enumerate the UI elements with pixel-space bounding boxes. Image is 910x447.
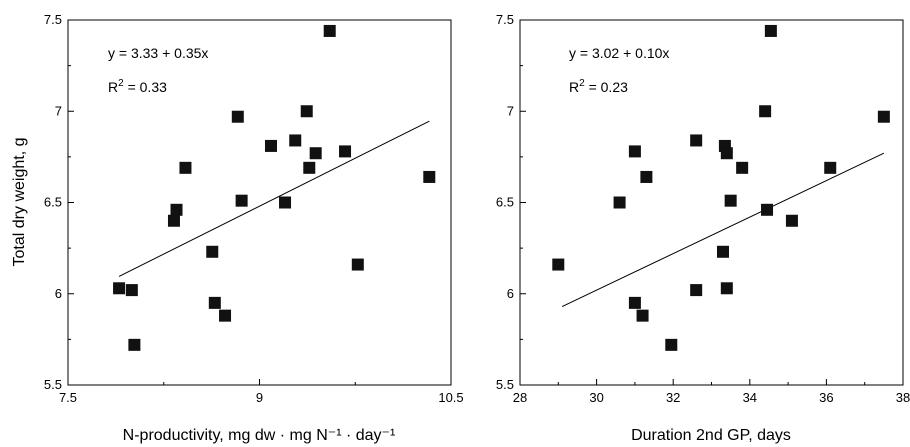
data-point-right-13	[724, 194, 737, 207]
r2-sup-right: 2	[579, 78, 585, 89]
data-point-left-4	[170, 203, 183, 216]
plot-frame-left	[67, 19, 452, 386]
fit-line-right	[561, 152, 885, 307]
equation-left: y = 3.33 + 0.35x	[108, 45, 208, 61]
data-point-left-5	[179, 161, 192, 174]
chart-right: 5.5 6 6.5 7 7.5 28 30 32 34 36 38 y = 3.02 + 0.10x…	[496, 12, 910, 444]
data-point-left-3	[167, 214, 180, 227]
r2-right: R2 = 0.23	[569, 78, 628, 95]
data-point-left-19	[351, 258, 364, 271]
data-point-left-16	[309, 147, 322, 160]
data-point-left-6	[206, 245, 219, 258]
y-tick-label-left-0: 5.5	[44, 377, 62, 392]
data-point-right-15	[759, 105, 772, 118]
data-point-left-8	[219, 309, 232, 322]
marks-left: 5.5 6 6.5 7 7.5 7.5 9 10.5	[44, 12, 464, 405]
data-point-right-20	[877, 110, 890, 123]
fit-line-left	[118, 120, 430, 277]
data-point-left-14	[300, 105, 313, 118]
r2-value-right: = 0.23	[585, 79, 628, 95]
data-point-left-15	[303, 161, 316, 174]
data-point-right-18	[785, 214, 798, 227]
data-point-left-10	[235, 194, 248, 207]
data-point-left-13	[289, 134, 302, 147]
y-tick-label-right-4: 7.5	[496, 12, 514, 27]
x-tick-label-right-3: 34	[743, 390, 757, 405]
data-point-left-0	[113, 282, 126, 295]
x-axis-label-right: Duration 2nd GP, days	[631, 427, 791, 444]
data-point-left-17	[323, 24, 336, 37]
data-point-right-1	[613, 196, 626, 209]
data-point-right-14	[736, 161, 749, 174]
chart-left: 5.5 6 6.5 7 7.5 7.5 9 10.5 y = 3.33 + 0.35x R2 …	[11, 12, 464, 444]
data-point-right-5	[640, 170, 653, 183]
y-tick-label-left-3: 7	[55, 103, 62, 118]
data-point-right-4	[636, 309, 649, 322]
r2-prefix-right: R	[569, 79, 579, 95]
data-point-left-2	[128, 338, 141, 351]
data-point-right-12	[720, 282, 733, 295]
data-point-right-9	[716, 245, 729, 258]
data-point-left-1	[125, 284, 138, 297]
x-tick-label-left-1: 9	[256, 390, 263, 405]
r2-left: R2 = 0.33	[108, 78, 167, 95]
y-tick-label-left-1: 6	[55, 286, 62, 301]
x-tick-label-left-0: 7.5	[59, 390, 77, 405]
x-axis-label-left: N-productivity, mg dw · mg N⁻¹ · day⁻¹	[123, 427, 396, 444]
data-point-left-18	[339, 145, 352, 158]
data-point-left-12	[279, 196, 292, 209]
data-point-right-2	[628, 296, 641, 309]
data-point-right-17	[764, 24, 777, 37]
x-tick-label-right-0: 28	[513, 390, 527, 405]
y-tick-label-left-2: 6.5	[44, 195, 62, 210]
x-tick-label-right-2: 32	[666, 390, 680, 405]
equation-right: y = 3.02 + 0.10x	[569, 45, 669, 61]
data-point-right-8	[690, 284, 703, 297]
data-point-right-11	[720, 147, 733, 160]
y-tick-label-right-2: 6.5	[496, 195, 514, 210]
data-point-right-6	[665, 338, 678, 351]
data-point-right-0	[552, 258, 565, 271]
data-point-right-7	[690, 134, 703, 147]
x-tick-label-right-5: 38	[896, 390, 910, 405]
x-tick-label-left-2: 10.5	[438, 390, 463, 405]
marks-right: 5.5 6 6.5 7 7.5 28 30 32 34 36 38	[496, 12, 910, 405]
y-tick-label-left-4: 7.5	[44, 12, 62, 27]
x-tick-label-right-4: 36	[819, 390, 833, 405]
r2-sup-left: 2	[118, 78, 124, 89]
y-tick-label-right-1: 6	[507, 286, 514, 301]
r2-prefix-left: R	[108, 79, 118, 95]
plot-frame-right	[519, 19, 904, 386]
data-point-left-7	[208, 296, 221, 309]
data-point-left-11	[264, 139, 277, 152]
y-tick-label-right-3: 7	[507, 103, 514, 118]
data-point-left-20	[423, 170, 436, 183]
y-tick-label-right-0: 5.5	[496, 377, 514, 392]
r2-value-left: = 0.33	[124, 79, 167, 95]
x-tick-label-right-1: 30	[589, 390, 603, 405]
data-point-left-9	[231, 110, 244, 123]
data-point-right-16	[761, 203, 774, 216]
y-axis-label-left: Total dry weight, g	[11, 138, 28, 267]
data-point-right-19	[824, 161, 837, 174]
data-point-right-3	[628, 145, 641, 158]
